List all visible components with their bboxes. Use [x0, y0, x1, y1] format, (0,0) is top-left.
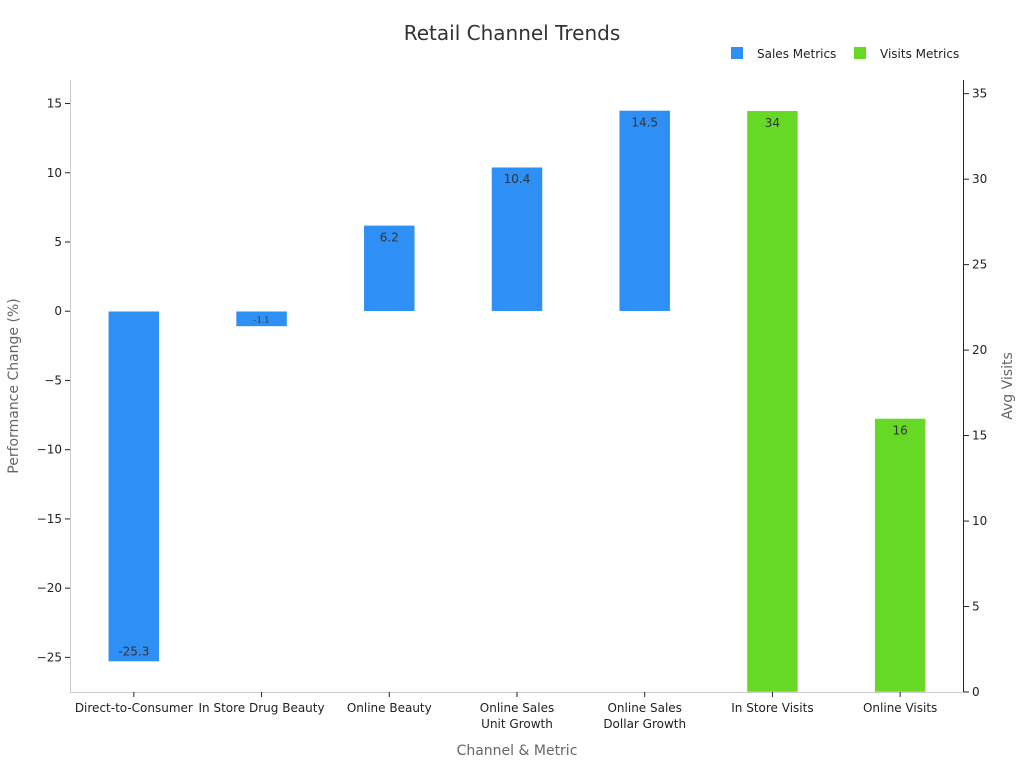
data-label: 14.5 — [631, 115, 658, 129]
y2-axis-title: Avg Visits — [1000, 352, 1016, 420]
data-label: -25.3 — [118, 645, 149, 659]
x-axis-title: Channel & Metric — [457, 743, 578, 759]
data-label: 34 — [765, 116, 780, 130]
y2-tick-label: 25 — [972, 258, 987, 272]
sales-bar — [108, 310, 160, 662]
y-tick-label: −20 — [37, 581, 62, 595]
y2-tick-label: 0 — [972, 685, 980, 699]
bars: -25.3 -1.1 6.2 10.4 14.5 34 16 — [108, 110, 926, 693]
legend-label-visits: Visits Metrics — [880, 47, 959, 61]
x-tick-label: Online Sales Dollar Growth — [603, 701, 686, 731]
legend: Sales Metrics Visits Metrics — [731, 47, 959, 61]
y-axis-title: Performance Change (%) — [6, 298, 22, 473]
visits-bar — [874, 418, 926, 693]
y2-tick-label: 15 — [972, 429, 987, 443]
left-axis-ticks: 15 10 5 0 −5 −10 −15 −20 −25 — [37, 97, 70, 664]
legend-swatch-visits — [854, 47, 866, 59]
legend-label-sales: Sales Metrics — [757, 47, 836, 61]
y-tick-label: −10 — [37, 443, 62, 457]
sales-bar — [363, 225, 416, 312]
x-tick-label: Online Beauty — [347, 701, 432, 715]
y-tick-label: 5 — [54, 235, 62, 249]
x-tick-label: Online Visits — [863, 701, 937, 715]
legend-swatch-sales — [731, 47, 743, 59]
y2-tick-label: 35 — [972, 87, 987, 101]
x-axis-ticks: Direct-to-Consumer In Store Drug Beauty On… — [75, 692, 937, 731]
sales-bar — [491, 166, 543, 312]
visits-bar — [746, 110, 799, 693]
y-tick-label: 10 — [47, 166, 62, 180]
y2-tick-label: 5 — [972, 600, 980, 614]
sales-bar — [618, 110, 671, 312]
x-tick-label: Online Sales Unit Growth — [480, 701, 554, 731]
y2-tick-label: 20 — [972, 343, 987, 357]
sales-bar — [235, 310, 288, 327]
data-label: 16 — [893, 423, 908, 437]
y2-tick-label: 10 — [972, 514, 987, 528]
y-tick-label: −25 — [37, 650, 62, 664]
y-tick-label: −15 — [37, 512, 62, 526]
x-tick-label: In Store Visits — [731, 701, 813, 715]
x-tick-label: Direct-to-Consumer — [75, 701, 193, 715]
y-tick-label: 0 — [54, 304, 62, 318]
x-tick-label: In Store Drug Beauty — [199, 701, 325, 715]
y-tick-label: 15 — [47, 97, 62, 111]
y2-tick-label: 30 — [972, 172, 987, 186]
y-tick-label: −5 — [44, 373, 62, 387]
data-label: -1.1 — [254, 315, 270, 324]
data-label: 10.4 — [504, 172, 531, 186]
data-label: 6.2 — [380, 230, 399, 244]
right-axis-ticks: 35 30 25 20 15 10 5 0 — [964, 87, 987, 699]
chart-title: Retail Channel Trends — [404, 21, 621, 45]
